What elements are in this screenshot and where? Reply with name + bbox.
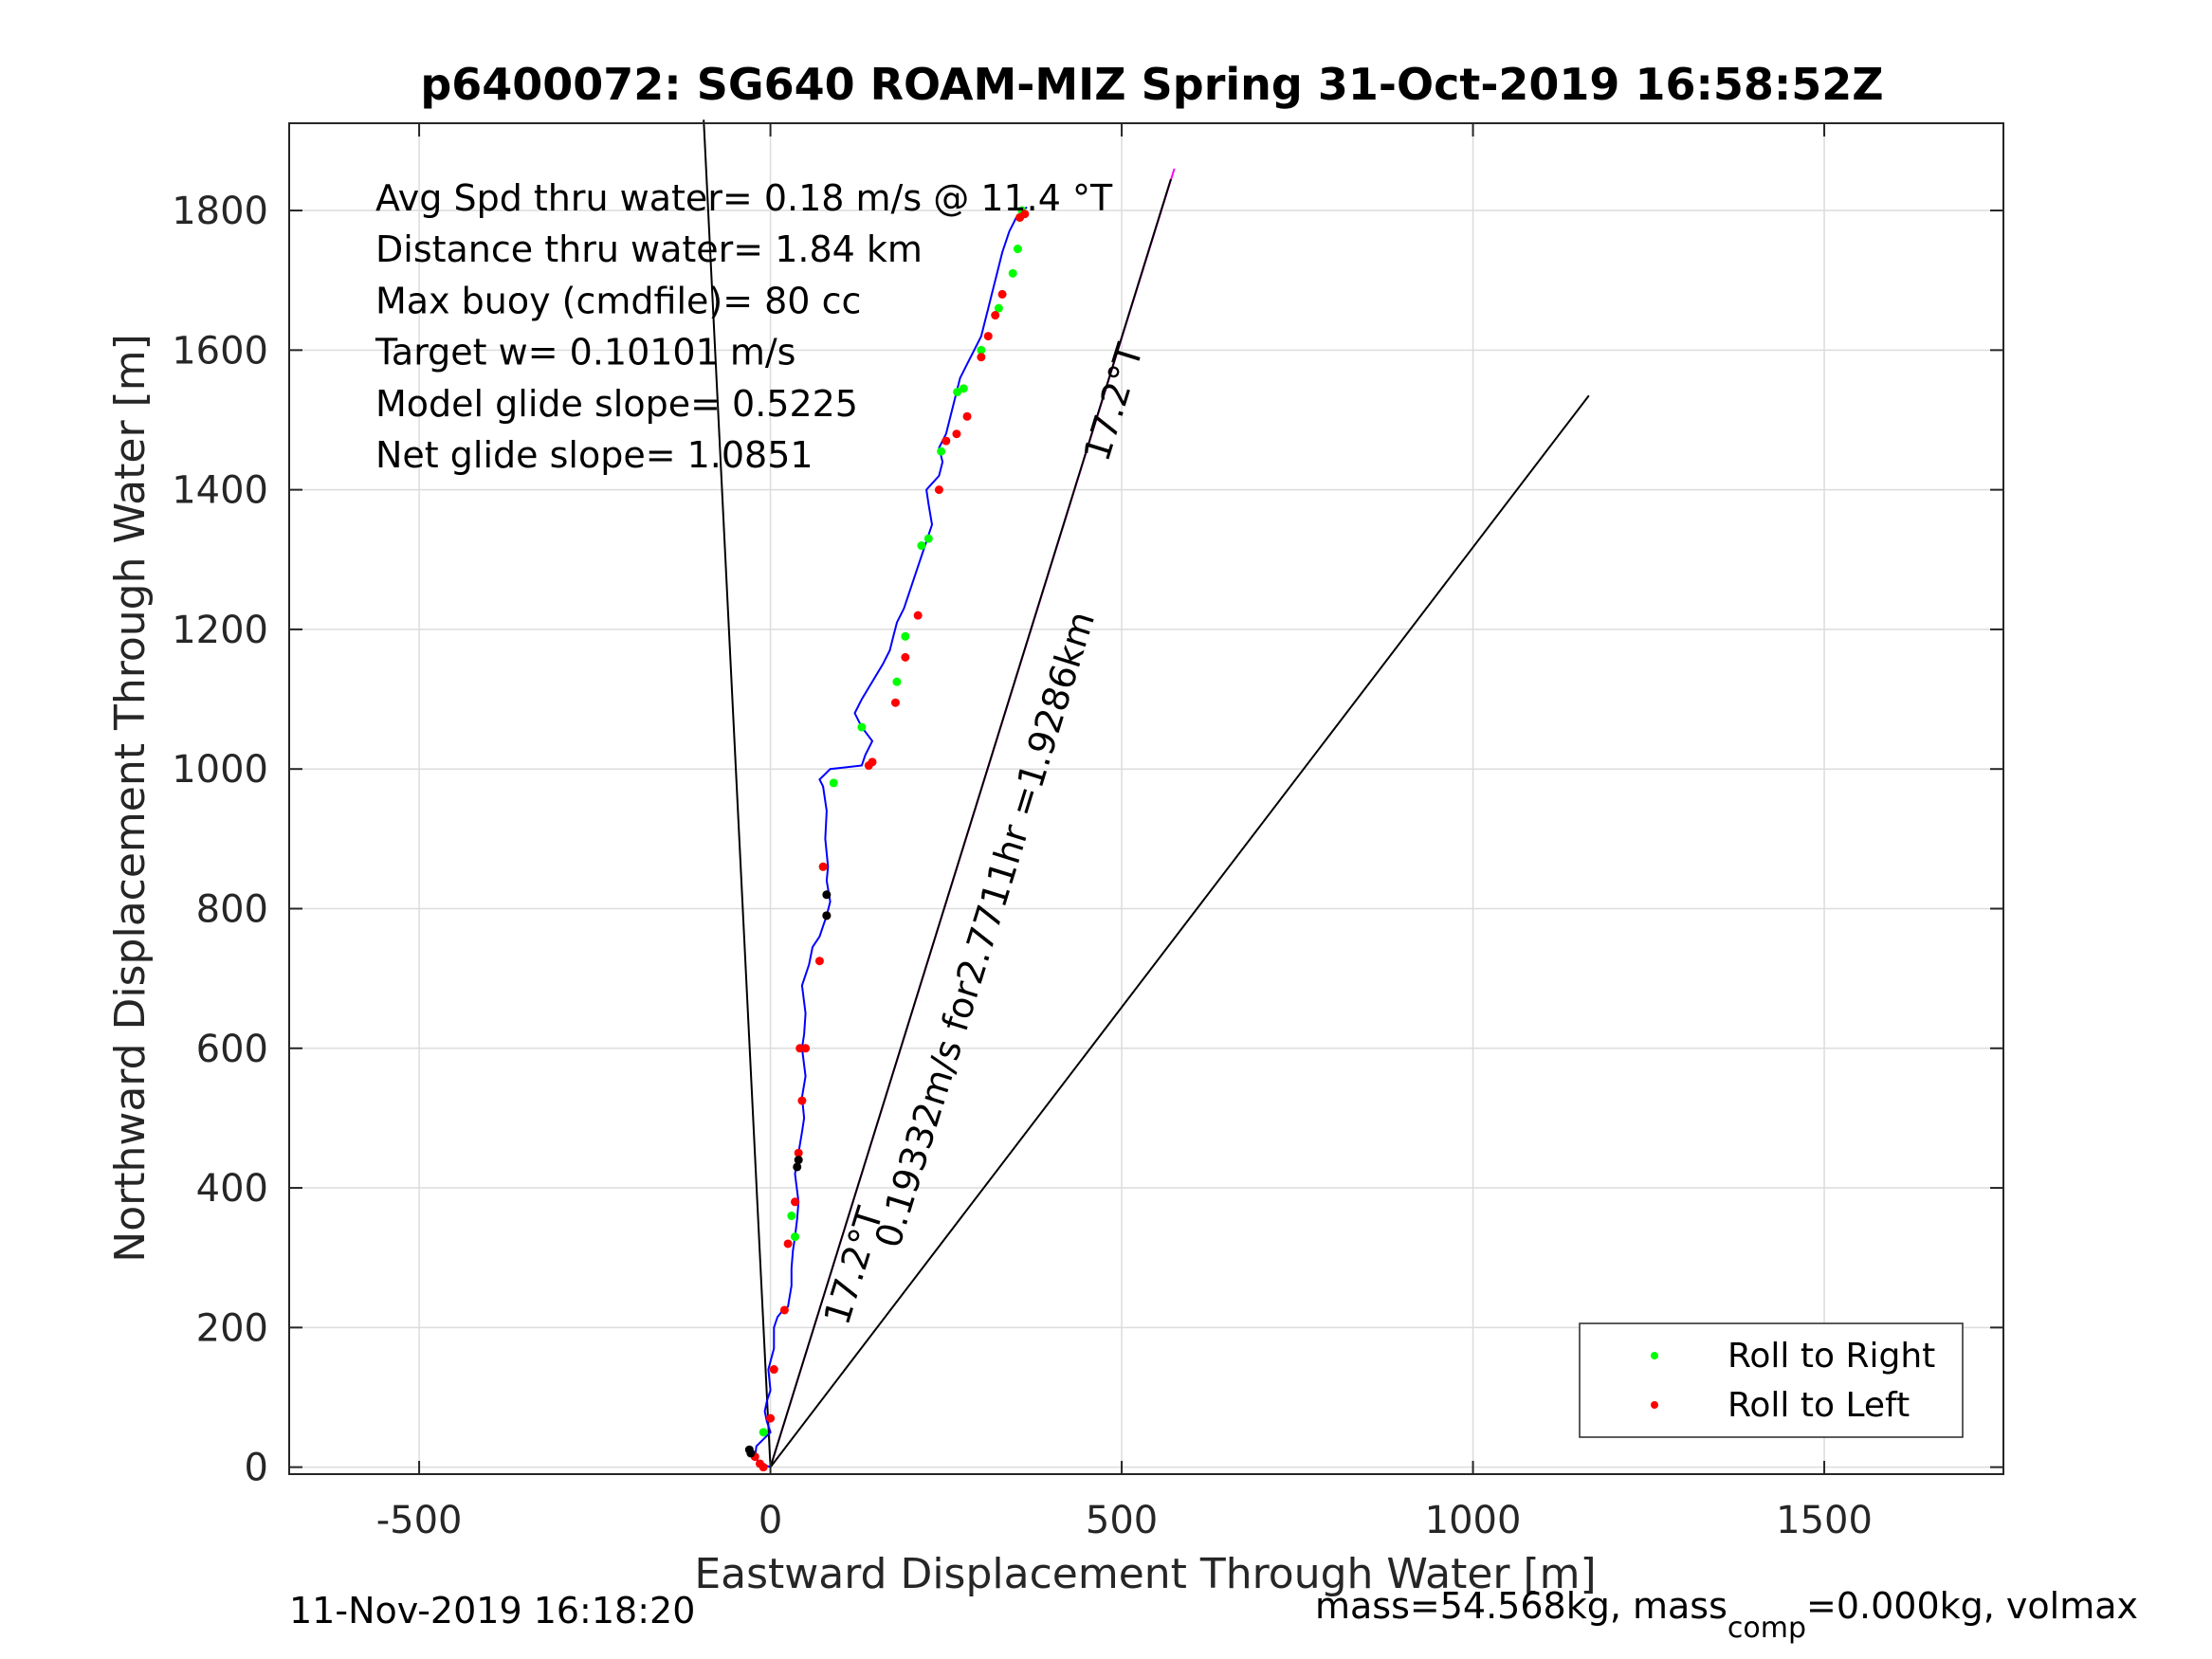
roll-right-point <box>977 345 986 355</box>
roll-right-point <box>953 388 962 397</box>
black-point <box>822 911 832 921</box>
y-tick-labels: 0 200 400 600 800 1000 1200 1400 1600 1800 <box>172 190 268 1490</box>
roll-left-point <box>759 1463 768 1472</box>
y-tick-label: 1400 <box>172 469 268 513</box>
roll-left-point <box>794 1148 803 1158</box>
roll-left-point <box>983 332 993 341</box>
x-tick-label: -500 <box>376 1499 463 1542</box>
roll-left-point <box>766 1413 776 1423</box>
stats-line: Avg Spd thru water= 0.18 m/s @ 11.4 °T <box>375 177 1113 219</box>
y-tick-label: 1800 <box>172 190 268 233</box>
roll-left-point <box>868 757 877 767</box>
stats-line: Target w= 0.10101 m/s <box>375 332 795 374</box>
roll-left-point <box>890 698 900 707</box>
stats-annotation: Avg Spd thru water= 0.18 m/s @ 11.4 °T Di… <box>375 177 1113 476</box>
roll-left-point <box>814 957 824 966</box>
black-point <box>746 1449 756 1458</box>
y-axis-label: Northward Displacement Through Water [m] <box>106 334 155 1262</box>
black-point <box>794 1156 803 1165</box>
plot-frame <box>288 122 2004 1475</box>
roll-left-point <box>941 436 951 446</box>
stats-line: Distance thru water= 1.84 km <box>375 228 923 270</box>
roll-right-point <box>829 778 838 788</box>
roll-left-point <box>962 411 972 421</box>
footer-mass-info: mass=54.568kg, masscomp=0.000kg, volmax <box>1315 1585 2138 1645</box>
y-tick-label: 0 <box>245 1447 268 1490</box>
roll-right-point <box>937 447 946 456</box>
x-tick-label: 500 <box>1086 1499 1158 1542</box>
black-point <box>793 1162 802 1172</box>
legend-box <box>1579 1322 1964 1438</box>
roll-left-point <box>801 1044 811 1053</box>
x-tick-label: 1500 <box>1776 1499 1873 1542</box>
roll-right-point <box>917 541 926 551</box>
chart-title: p6400072: SG640 ROAM-MIZ Spring 31-Oct-2… <box>420 59 1883 110</box>
roll-right-point <box>857 722 867 732</box>
black-point <box>822 890 832 900</box>
plot-area <box>289 123 2003 1474</box>
y-tick-label: 600 <box>196 1028 268 1071</box>
mass-subscript: comp <box>1728 1612 1806 1645</box>
mass-prefix: mass=54.568kg, mass <box>1315 1585 1728 1627</box>
legend: Roll to Right Roll to Left <box>1579 1322 1964 1438</box>
roll-left-point <box>913 611 923 620</box>
x-tick-label: 1000 <box>1425 1499 1522 1542</box>
roll-left-point <box>934 485 943 495</box>
roll-right-point <box>759 1428 768 1437</box>
roll-right-point <box>1008 268 1017 278</box>
roll-points <box>744 206 1030 1472</box>
roll-left-point <box>901 652 910 662</box>
reference-line <box>703 119 772 1468</box>
y-tick-label: 1600 <box>172 329 268 373</box>
roll-left-point <box>991 311 1000 320</box>
stats-line: Net glide slope= 1.0851 <box>375 434 814 476</box>
roll-left-point <box>952 429 961 439</box>
stats-line: Model glide slope= 0.5225 <box>375 383 858 425</box>
roll-right-point <box>1013 245 1022 254</box>
y-tick-label: 400 <box>196 1167 268 1211</box>
reference-line <box>769 394 1590 1468</box>
roll-left-point <box>797 1096 807 1105</box>
roll-right-point <box>892 677 902 686</box>
footer-timestamp: 11-Nov-2019 16:18:20 <box>289 1590 695 1632</box>
mass-suffix: =0.000kg, volmax <box>1806 1585 2138 1627</box>
y-tick-label: 1200 <box>172 609 268 652</box>
y-tick-label: 800 <box>196 887 268 931</box>
x-tick-labels: -500 0 500 1000 1500 <box>376 1499 1873 1542</box>
roll-left-point <box>997 289 1007 299</box>
grid-lines <box>289 123 2003 1474</box>
reference-line <box>769 178 1172 1468</box>
roll-right-point <box>787 1212 796 1221</box>
roll-left-point <box>769 1365 778 1375</box>
roll-right-point <box>923 534 933 543</box>
roll-right-point <box>791 1232 800 1242</box>
legend-marker-roll-left <box>1651 1401 1658 1409</box>
legend-label-roll-left: Roll to Left <box>1728 1386 1910 1425</box>
roll-left-point <box>783 1239 793 1249</box>
roll-left-point <box>977 353 986 362</box>
x-axis-label: Eastward Displacement Through Water [m] <box>694 1550 1596 1598</box>
y-tick-label: 1000 <box>172 748 268 792</box>
roll-left-point <box>818 862 828 871</box>
reference-lines <box>703 119 1590 1468</box>
roll-right-point <box>994 303 1003 313</box>
roll-right-point <box>959 384 968 393</box>
roll-right-point <box>901 631 910 641</box>
y-tick-label: 200 <box>196 1306 268 1350</box>
roll-left-point <box>791 1197 800 1207</box>
axis-ticks <box>289 123 2003 1474</box>
legend-marker-roll-right <box>1651 1352 1658 1359</box>
roll-left-point <box>779 1305 789 1315</box>
stats-line: Max buoy (cmdfile)= 80 cc <box>375 280 861 321</box>
roll-left-point <box>1020 210 1030 219</box>
x-tick-label: 0 <box>759 1499 782 1542</box>
legend-label-roll-right: Roll to Right <box>1728 1337 1935 1376</box>
